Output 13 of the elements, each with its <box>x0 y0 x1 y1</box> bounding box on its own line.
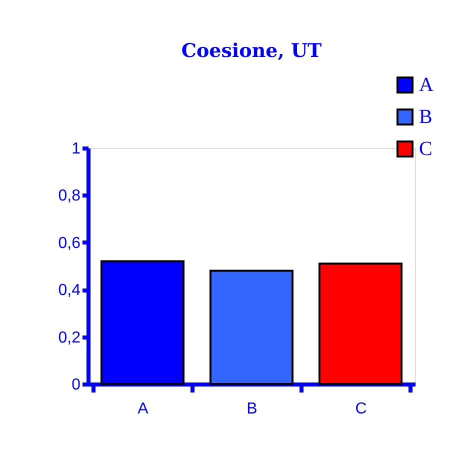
y-tick-label: 0,8 <box>58 188 81 205</box>
y-tick-label: 0,2 <box>58 329 81 346</box>
y-tick-label: 1 <box>72 140 81 158</box>
x-tick-label: B <box>246 400 258 418</box>
y-tick-label: 0 <box>72 376 81 394</box>
y-tick-label: 0,4 <box>58 282 81 300</box>
legend-label: B <box>419 106 432 128</box>
x-tick-label: A <box>138 400 149 418</box>
x-tick-label: C <box>355 400 367 418</box>
chart-title: Coesione, UT <box>181 40 322 62</box>
legend-label: A <box>419 74 434 96</box>
y-tick-label: 0,6 <box>58 234 81 252</box>
legend-label: C <box>419 138 432 160</box>
